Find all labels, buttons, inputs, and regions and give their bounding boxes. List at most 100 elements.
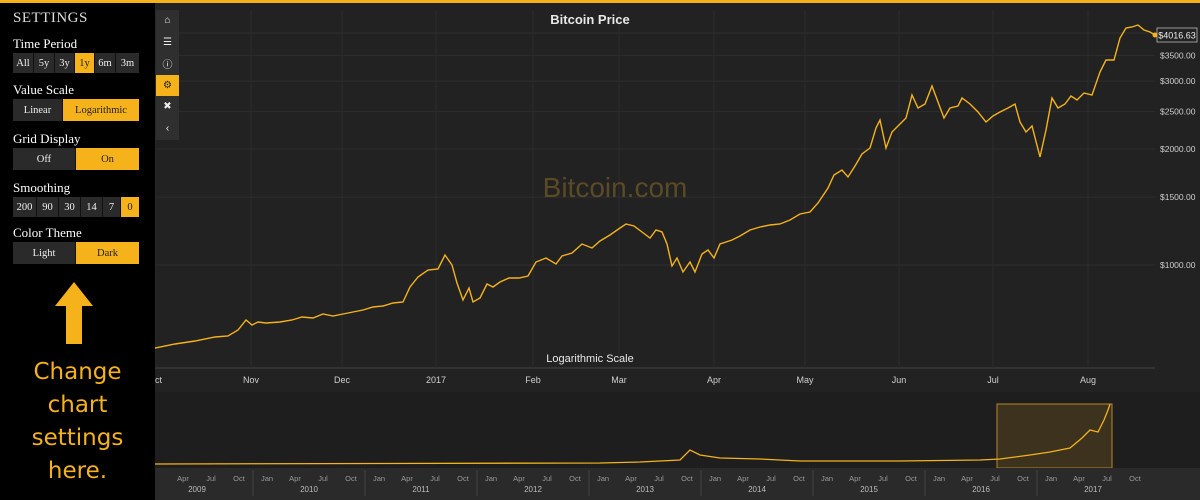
value-scale-label: Value Scale: [13, 82, 75, 97]
navigator-year-label: 2016: [972, 485, 990, 494]
y-tick-label: $3000.00: [1160, 76, 1196, 86]
home-icon[interactable]: ⌂: [164, 15, 171, 27]
x-tick-label: Aug: [1080, 375, 1096, 385]
price-series-line: [79, 24, 1156, 351]
navigator-month-label: Apr: [849, 474, 861, 483]
navigator[interactable]: 2009 Apr Jul Oct 2010 Jan Apr Jul Oct 2011 Jan Apr J…: [140, 392, 1200, 500]
navigator-month-label: Oct: [1129, 474, 1142, 483]
navigator-month-label: Jul: [206, 474, 216, 483]
navigator-year-label: 2017: [1084, 485, 1102, 494]
y-tick-label: $2000.00: [1160, 144, 1196, 154]
navigator-month-label: Apr: [961, 474, 973, 483]
value-scale-linear[interactable]: Linear: [13, 99, 63, 121]
smoothing-14[interactable]: 14: [81, 197, 103, 217]
tools-icon[interactable]: ✖: [163, 101, 172, 113]
navigator-month-label: Apr: [1073, 474, 1085, 483]
time-period-1y[interactable]: 1y: [75, 53, 95, 73]
navigator-month-label: Apr: [625, 474, 637, 483]
y-axis: $1000.00 $1500.00 $2000.00 $2500.00 $3000.00…: [1160, 28, 1196, 270]
navigator-month-label: Apr: [513, 474, 525, 483]
chart-grid: [154, 10, 1155, 369]
navigator-month-label: Jan: [709, 474, 721, 483]
time-period-all[interactable]: All: [13, 53, 34, 73]
navigator-month-label: Jan: [933, 474, 945, 483]
navigator-year-label: 2010: [300, 485, 318, 494]
navigator-month-label: Oct: [233, 474, 246, 483]
navigator-month-label: Jul: [654, 474, 664, 483]
navigator-month-label: Apr: [401, 474, 413, 483]
x-tick-label: 2017: [426, 375, 446, 385]
x-tick-label: Nov: [243, 375, 260, 385]
navigator-month-label: Jul: [990, 474, 1000, 483]
time-period-3m[interactable]: 3m: [116, 53, 139, 73]
scale-label: Logarithmic Scale: [546, 353, 633, 365]
color-theme-group: Light Dark: [13, 242, 139, 264]
current-price-point: [1152, 32, 1158, 38]
navigator-year-label: 2015: [860, 485, 878, 494]
color-theme-light[interactable]: Light: [13, 242, 76, 264]
navigator-month-label: Oct: [681, 474, 694, 483]
info-icon[interactable]: ⓘ: [162, 60, 173, 72]
smoothing-90[interactable]: 90: [37, 197, 59, 217]
navigator-year-label: 2012: [524, 485, 542, 494]
navigator-year-label: 2013: [636, 485, 654, 494]
top-accent-line: [0, 0, 1200, 3]
navigator-range-handle[interactable]: [996, 403, 1113, 469]
time-period-label: Time Period: [13, 36, 78, 51]
y-tick-label: $2500.00: [1160, 107, 1196, 117]
watermark: Bitcoin.com: [543, 172, 688, 203]
x-tick-label: Feb: [525, 375, 541, 385]
navigator-month-label: Jan: [261, 474, 273, 483]
navigator-month-label: Jan: [1045, 474, 1057, 483]
navigator-month-label: Jan: [373, 474, 385, 483]
navigator-year-label: 2011: [412, 485, 430, 494]
x-tick-label: May: [796, 375, 814, 385]
navigator-month-label: Oct: [905, 474, 918, 483]
time-period-3y[interactable]: 3y: [55, 53, 75, 73]
navigator-month-label: Jul: [1102, 474, 1112, 483]
y-tick-label: $1500.00: [1160, 192, 1196, 202]
navigator-month-label: Apr: [177, 474, 189, 483]
time-period-5y[interactable]: 5y: [34, 53, 55, 73]
navigator-year-label: 2009: [188, 485, 206, 494]
smoothing-label: Smoothing: [13, 180, 71, 195]
chart-toolbar: ⌂ ☰ ⓘ ⚙ ✖ ‹: [156, 10, 179, 140]
y-tick-label: $1000.00: [1160, 260, 1196, 270]
smoothing-0[interactable]: 0: [121, 197, 139, 217]
time-period-group: All 5y 3y 1y 6m 3m: [13, 53, 139, 73]
annotation-line: Change chart: [33, 359, 122, 418]
settings-heading: SETTINGS: [13, 10, 88, 26]
list-icon[interactable]: ☰: [163, 36, 172, 48]
annotation-line: here.: [47, 458, 108, 484]
sliders-icon[interactable]: ⚙: [156, 74, 179, 96]
navigator-axis: 2009 Apr Jul Oct 2010 Jan Apr Jul Oct 2011 Jan Apr J…: [140, 468, 1200, 500]
grid-display-group: Off On: [13, 148, 139, 170]
x-tick-label: Jun: [892, 375, 907, 385]
color-theme-label: Color Theme: [13, 225, 82, 240]
value-scale-logarithmic[interactable]: Logarithmic: [63, 99, 139, 121]
navigator-month-label: Apr: [289, 474, 301, 483]
navigator-month-label: Jul: [766, 474, 776, 483]
time-period-6m[interactable]: 6m: [95, 53, 116, 73]
navigator-month-label: Jul: [542, 474, 552, 483]
navigator-month-label: Oct: [569, 474, 582, 483]
navigator-year-label: 2014: [748, 485, 766, 494]
x-tick-label: Apr: [707, 375, 721, 385]
color-theme-dark[interactable]: Dark: [76, 242, 139, 264]
smoothing-7[interactable]: 7: [103, 197, 121, 217]
smoothing-200[interactable]: 200: [13, 197, 37, 217]
navigator-month-label: Jul: [878, 474, 888, 483]
grid-display-on[interactable]: On: [76, 148, 139, 170]
collapse-icon[interactable]: ‹: [165, 122, 170, 134]
annotation-line: settings: [31, 425, 124, 451]
chart-title: Bitcoin Price: [550, 12, 629, 27]
x-axis: Oct Nov Dec 2017 Feb Mar Apr May Jun Jul Aug: [148, 375, 1096, 385]
y-tick-label: $3500.00: [1160, 50, 1196, 60]
navigator-month-label: Jul: [430, 474, 440, 483]
smoothing-30[interactable]: 30: [59, 197, 81, 217]
grid-display-off[interactable]: Off: [13, 148, 76, 170]
navigator-month-label: Oct: [1017, 474, 1030, 483]
value-scale-group: Linear Logarithmic: [13, 99, 139, 121]
navigator-series-line: [154, 403, 1111, 465]
